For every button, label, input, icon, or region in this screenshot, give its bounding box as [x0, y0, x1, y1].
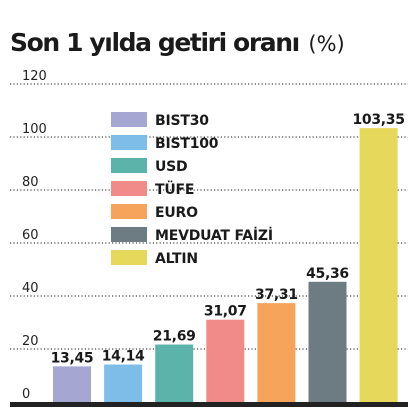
data-label: 103,35	[352, 112, 404, 128]
y-tick-label: 100	[22, 122, 47, 137]
legend-swatch	[111, 158, 147, 173]
legend-swatch	[111, 227, 147, 242]
chart-title-unit: (%)	[308, 32, 344, 56]
y-tick-label: 60	[22, 228, 39, 243]
legend-label: USD	[155, 159, 187, 175]
bar	[104, 364, 143, 402]
data-labels: 13,45 14,14 21,69 31,07 37,31 45,36 103,35	[51, 112, 405, 366]
legend-swatch	[111, 181, 147, 196]
data-label: 21,69	[153, 329, 196, 345]
bar	[308, 281, 347, 402]
data-label: 37,31	[255, 287, 298, 303]
data-label: 31,07	[204, 304, 247, 320]
y-tick-label: 20	[22, 334, 39, 349]
chart-title: Son 1 yılda getiri oranı (%)	[10, 28, 345, 57]
legend-label: ALTIN	[155, 251, 198, 267]
legend-label: MEVDUAT FAİZİ	[155, 227, 273, 244]
bar	[257, 303, 296, 402]
legend-swatch	[111, 250, 147, 265]
data-label: 45,36	[306, 266, 349, 282]
baseline	[10, 402, 408, 407]
legend-swatch	[111, 112, 147, 127]
y-tick-label: 80	[22, 175, 39, 190]
chart-title-text: Son 1 yılda getiri oranı	[10, 28, 299, 57]
legend-label: BIST30	[155, 113, 209, 129]
y-tick-label: 120	[22, 69, 47, 84]
bar	[155, 344, 194, 402]
legend-label: BIST100	[155, 136, 219, 152]
bars	[53, 128, 398, 402]
legend-label: EURO	[155, 205, 198, 221]
bar	[53, 366, 91, 402]
legend: BIST30 BIST100 USD TÜFE EURO MEVDUAT FAİZİ ALT…	[111, 112, 273, 267]
data-label: 14,14	[102, 349, 145, 365]
data-label: 13,45	[51, 350, 94, 366]
bar	[206, 319, 245, 402]
bar	[359, 128, 398, 402]
y-tick-label: 40	[22, 281, 39, 296]
y-axis: 0 20 40 60 80 100 120	[22, 69, 47, 402]
y-tick-label: 0	[22, 387, 30, 402]
legend-swatch	[111, 204, 147, 219]
legend-swatch	[111, 135, 147, 150]
legend-label: TÜFE	[155, 180, 194, 198]
